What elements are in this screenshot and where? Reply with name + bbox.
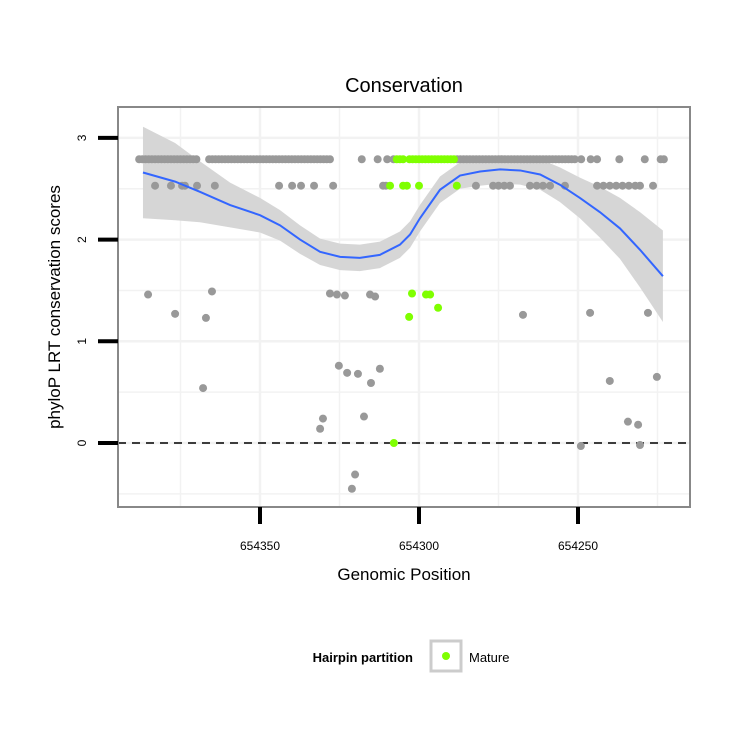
- other-point: [373, 155, 382, 164]
- other-point: [471, 181, 480, 190]
- other-point: [325, 289, 334, 298]
- other-point: [151, 181, 160, 190]
- other-point: [599, 181, 608, 190]
- other-point: [586, 155, 595, 164]
- mature-point: [426, 290, 435, 299]
- other-point: [640, 155, 649, 164]
- other-point: [332, 290, 341, 299]
- other-point: [494, 181, 503, 190]
- other-point: [525, 181, 534, 190]
- other-point: [659, 155, 668, 164]
- other-point: [605, 181, 614, 190]
- other-point: [636, 441, 645, 450]
- legend-label-mature: Mature: [469, 650, 509, 665]
- mature-point: [434, 303, 443, 312]
- other-point: [605, 376, 614, 385]
- other-point: [624, 181, 633, 190]
- other-point: [539, 181, 548, 190]
- y-axis-label: phyloP LRT conservation scores: [45, 185, 64, 429]
- other-point: [297, 181, 306, 190]
- other-point: [649, 181, 658, 190]
- other-point: [636, 181, 645, 190]
- mature-point: [449, 155, 458, 164]
- y-axis: 0 1 2 3: [75, 134, 118, 446]
- other-point: [310, 181, 319, 190]
- other-point: [623, 417, 632, 426]
- other-point: [192, 155, 201, 164]
- other-point: [366, 378, 375, 387]
- x-tick-label: 654300: [399, 539, 439, 553]
- other-point: [166, 181, 175, 190]
- other-point: [634, 420, 643, 429]
- other-point: [593, 155, 602, 164]
- other-point: [353, 369, 362, 378]
- y-tick-label: 1: [75, 338, 89, 345]
- legend-mature-swatch: [442, 652, 450, 660]
- other-point: [275, 181, 284, 190]
- mature-point: [405, 312, 414, 321]
- other-point: [532, 181, 541, 190]
- legend-title: Hairpin partition: [313, 650, 413, 665]
- mature-point: [402, 181, 411, 190]
- other-point: [199, 384, 208, 393]
- other-point: [593, 181, 602, 190]
- other-point: [383, 155, 392, 164]
- other-point: [210, 181, 219, 190]
- other-point: [329, 181, 338, 190]
- other-point: [618, 181, 627, 190]
- other-point: [586, 308, 595, 317]
- other-point: [318, 414, 327, 423]
- other-point: [193, 181, 202, 190]
- smooth-line: [142, 168, 664, 277]
- other-point: [340, 291, 349, 300]
- other-point: [357, 155, 366, 164]
- other-point: [334, 361, 343, 370]
- y-tick-label: 2: [75, 236, 89, 243]
- other-point: [316, 424, 325, 433]
- other-point: [359, 412, 368, 421]
- legend: Hairpin partition Mature: [313, 639, 509, 673]
- y-tick-label: 0: [75, 439, 89, 446]
- other-point: [577, 155, 586, 164]
- x-tick-label: 654250: [558, 539, 598, 553]
- chart-title: Conservation: [345, 75, 463, 97]
- x-tick-label: 654350: [240, 539, 280, 553]
- other-point: [652, 372, 661, 381]
- other-point: [207, 287, 216, 296]
- other-point: [500, 181, 509, 190]
- other-point: [347, 484, 356, 493]
- data-points: [135, 155, 668, 493]
- other-point: [615, 155, 624, 164]
- plot-border: [117, 106, 691, 508]
- other-point: [343, 368, 352, 377]
- y-tick-label: 3: [75, 134, 89, 141]
- other-point: [518, 310, 527, 319]
- other-point: [288, 181, 297, 190]
- x-axis-label: Genomic Position: [337, 565, 470, 584]
- mature-point: [389, 439, 398, 447]
- mature-point: [399, 155, 408, 164]
- other-point: [570, 155, 579, 164]
- mature-point: [452, 181, 461, 190]
- other-point: [546, 181, 555, 190]
- other-point: [612, 181, 621, 190]
- other-point: [371, 292, 380, 301]
- mature-point: [415, 181, 423, 190]
- other-point: [171, 309, 180, 318]
- mature-point: [386, 181, 395, 190]
- other-point: [643, 308, 652, 317]
- other-point: [351, 470, 360, 479]
- other-point: [144, 290, 153, 299]
- other-point: [201, 313, 210, 322]
- x-axis: 654350 654300 654250: [240, 507, 598, 553]
- other-point: [325, 155, 334, 164]
- other-point: [576, 442, 585, 451]
- mature-point: [408, 289, 417, 298]
- other-point: [505, 181, 514, 190]
- confidence-band: [142, 126, 663, 322]
- other-point: [375, 364, 384, 373]
